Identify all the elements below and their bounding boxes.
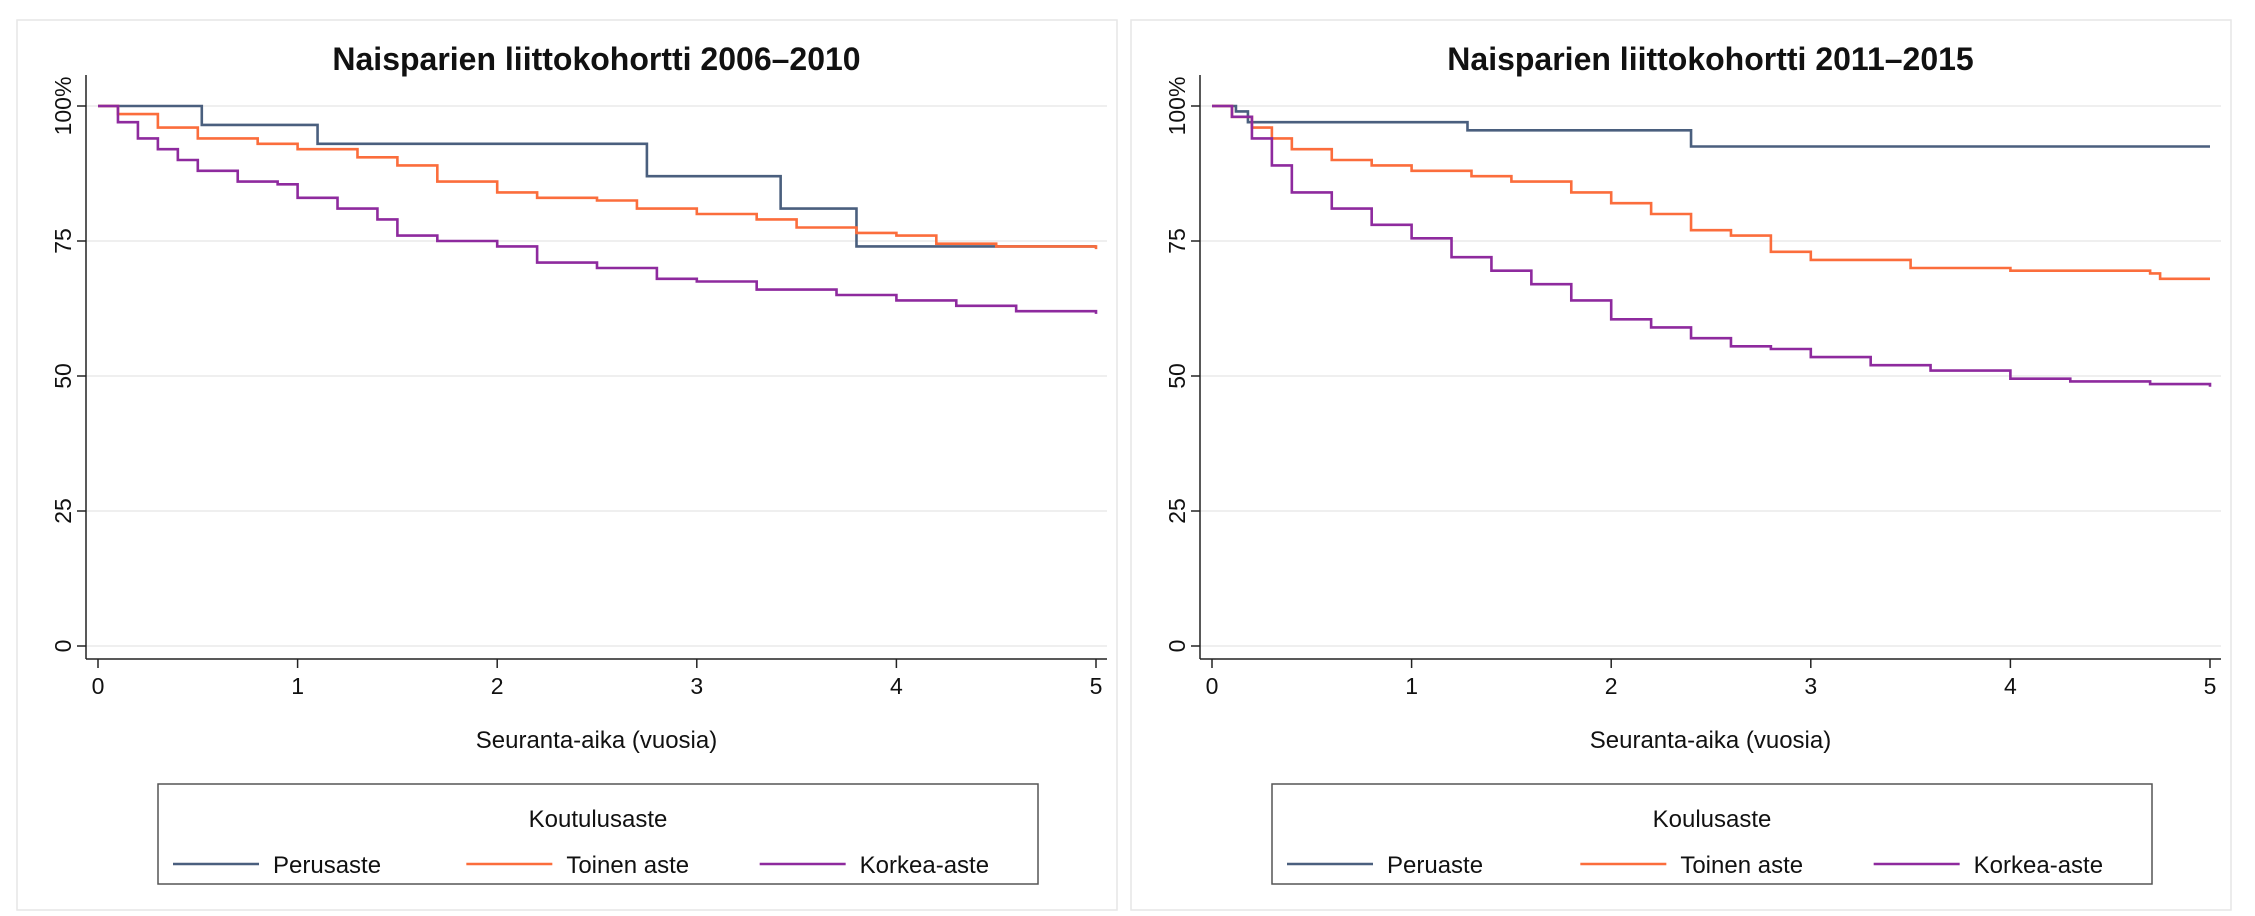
legend-label: Perusaste [273,852,381,879]
legend-label: Toinen aste [566,852,689,879]
x-tick-label: 5 [2204,673,2217,699]
legend-title: Koulusaste [1653,806,1772,833]
survival-curve [98,104,1098,250]
y-tick-label: 25 [50,498,76,524]
x-tick-label: 3 [1804,673,1817,699]
plot-area [86,75,1107,659]
x-tick-label: 0 [92,673,105,699]
panel-frame [16,19,1118,911]
x-tick-label: 2 [491,673,504,699]
legend-label: Korkea-aste [1974,852,2103,879]
y-tick-label: 75 [50,228,76,254]
x-tick-label: 0 [1206,673,1219,699]
y-tick-label: 100% [1164,77,1190,136]
legend-label: Korkea-aste [860,852,989,879]
legend-box [157,783,1039,885]
legend-label: Toinen aste [1680,852,1803,879]
y-tick-label: 100% [50,77,76,136]
survival-curve [1212,104,2210,281]
x-tick-label: 3 [690,673,703,699]
x-tick-label: 4 [2004,673,2017,699]
x-tick-label: 4 [890,673,903,699]
chart-title: Naisparien liittokohortti 2011–2015 [1447,41,1973,77]
panel-frame [1130,19,2232,911]
x-tick-label: 1 [1405,673,1418,699]
y-tick-label: 50 [50,363,76,389]
x-axis-label: Seuranta-aika (vuosia) [476,727,717,754]
survival-curve [1212,104,2210,148]
y-tick-label: 0 [50,640,76,653]
chart-title: Naisparien liittokohortti 2006–2010 [332,41,860,77]
survival-curve [98,104,1098,314]
x-tick-label: 1 [291,673,304,699]
y-tick-label: 0 [1164,640,1190,653]
x-tick-label: 2 [1605,673,1618,699]
legend-title: Koutulusaste [529,806,668,833]
y-tick-label: 50 [1164,363,1190,389]
survival-curve [98,104,1096,248]
plot-area [1200,75,2221,659]
survival-curve [1212,104,2212,387]
y-tick-label: 75 [1164,228,1190,254]
x-axis-label: Seuranta-aika (vuosia) [1590,727,1831,754]
y-tick-label: 25 [1164,498,1190,524]
legend-box [1271,783,2153,885]
x-tick-label: 5 [1090,673,1103,699]
legend-label: Peruaste [1387,852,1483,879]
